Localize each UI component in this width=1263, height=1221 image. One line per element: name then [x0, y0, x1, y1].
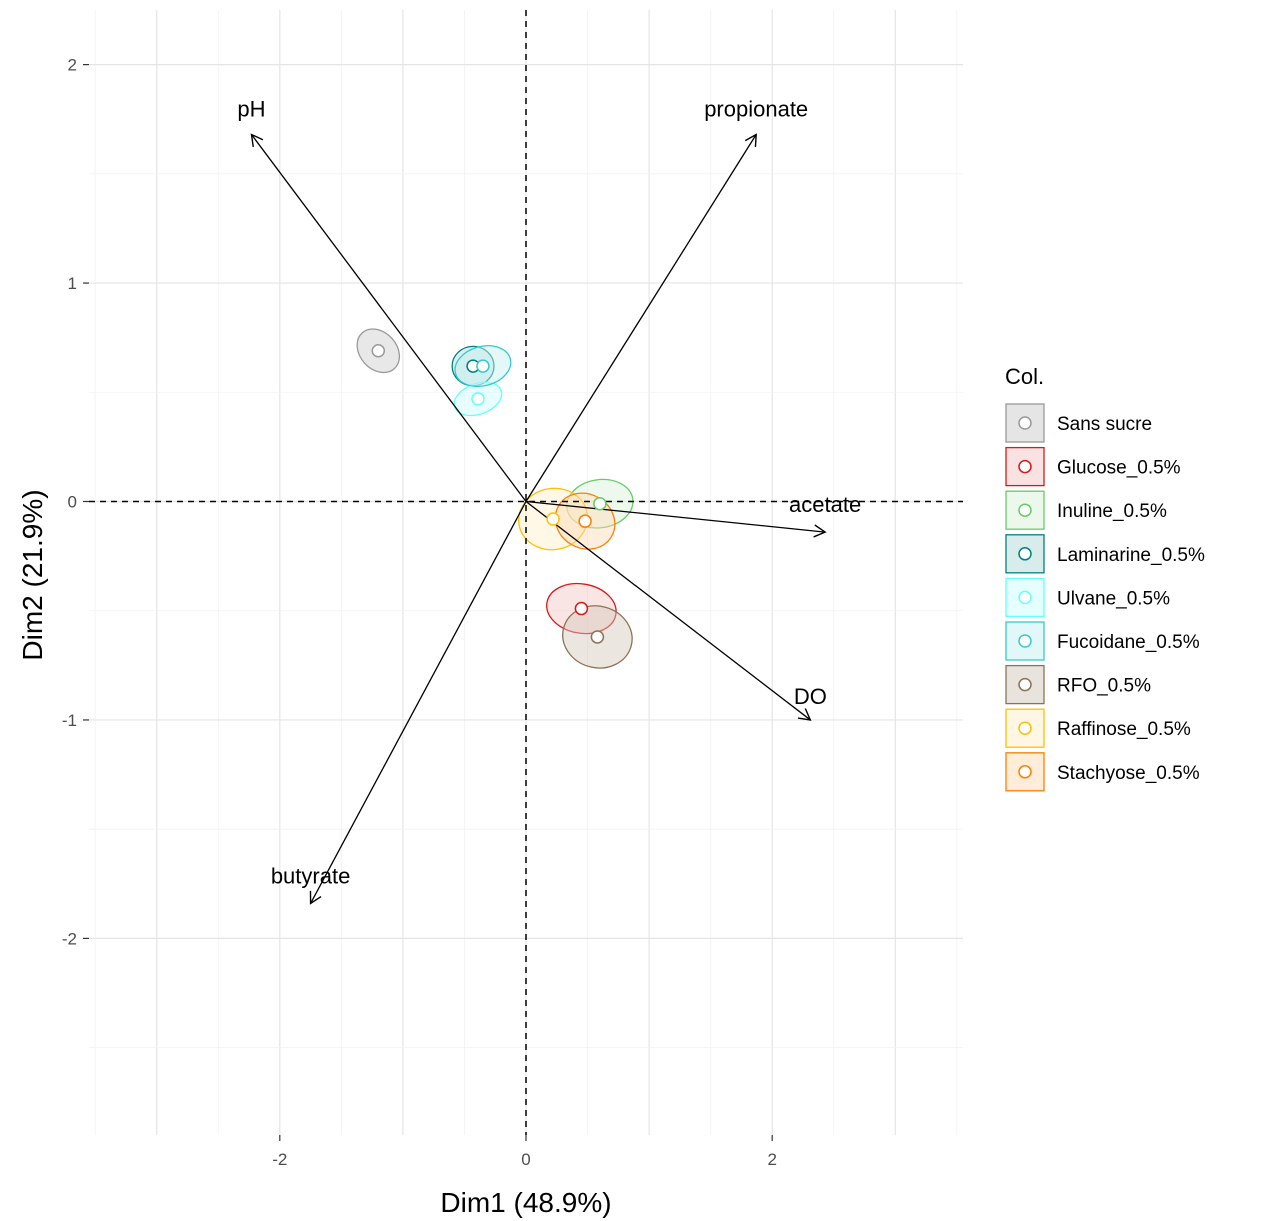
vector-arrow-1	[525, 133, 757, 502]
legend-key-point-3	[1018, 547, 1032, 561]
legend-key-point-0	[1018, 416, 1032, 430]
legend-label-1: Glucose_0.5%	[1057, 458, 1181, 479]
legend-label-3: Laminarine_0.5%	[1057, 545, 1205, 566]
x-tick-label: -2	[272, 1150, 287, 1169]
group-center-4	[471, 392, 485, 406]
group-center-5	[476, 359, 490, 373]
y-tick-label: -1	[62, 711, 77, 730]
vector-arrow-2	[525, 500, 827, 538]
group-center-0	[371, 344, 386, 358]
x-tick-label: 2	[767, 1150, 776, 1169]
group-center-2	[593, 496, 607, 511]
legend-key-point-8	[1018, 765, 1032, 779]
y-axis-title: Dim2 (21.9%)	[17, 489, 48, 660]
legend-key-6	[1005, 664, 1045, 705]
y-tick-label: 2	[68, 56, 77, 75]
vector-label-2: acetate	[789, 492, 861, 517]
legend-key-point-7	[1018, 721, 1032, 735]
legend-label-4: Ulvane_0.5%	[1057, 588, 1170, 609]
vector-label-0: pH	[237, 97, 265, 122]
vector-label-1: propionate	[704, 97, 808, 122]
group-centers	[371, 344, 607, 644]
y-tick-label: 0	[68, 493, 77, 512]
legend-key-point-5	[1018, 634, 1032, 648]
group-center-1	[574, 601, 589, 616]
legend-key-point-1	[1018, 459, 1032, 474]
vector-arrow-3	[525, 500, 812, 721]
legend-key-point-2	[1018, 503, 1032, 517]
axis-ticks: -2 0 2 -2 -1 0 1 2	[62, 56, 777, 1169]
legend-label-6: RFO_0.5%	[1057, 676, 1151, 697]
vector-label-3: DO	[794, 684, 827, 709]
vector-arrow-4	[309, 501, 527, 905]
x-axis-title: Dim1 (48.9%)	[440, 1187, 611, 1218]
legend-label-5: Fucoidane_0.5%	[1057, 632, 1200, 653]
legend-label-0: Sans sucre	[1057, 414, 1152, 435]
x-tick-label: 0	[521, 1150, 530, 1169]
reference-lines	[89, 10, 963, 1135]
group-center-6	[590, 630, 605, 644]
variable-arrows: pH propionate acetate DO butyrate	[237, 97, 861, 905]
vector-label-4: butyrate	[271, 863, 351, 888]
group-center-8	[578, 514, 592, 528]
legend-label-8: Stachyose_0.5%	[1057, 763, 1200, 784]
group-center-7	[546, 512, 560, 526]
legend-label-2: Inuline_0.5%	[1057, 501, 1167, 522]
legend-label-7: Raffinose_0.5%	[1057, 719, 1191, 740]
legend-key-point-6	[1018, 677, 1032, 692]
y-tick-label: 1	[68, 274, 77, 293]
group-ellipses	[356, 328, 634, 669]
legend-title: Col.	[1005, 364, 1044, 389]
legend-key-point-4	[1018, 590, 1032, 605]
legend: Col. Sans sucre Glucose_0.5% Inuline_0.5% L…	[1005, 364, 1205, 792]
y-tick-label: -2	[62, 929, 77, 948]
vector-arrow-0	[250, 133, 527, 502]
